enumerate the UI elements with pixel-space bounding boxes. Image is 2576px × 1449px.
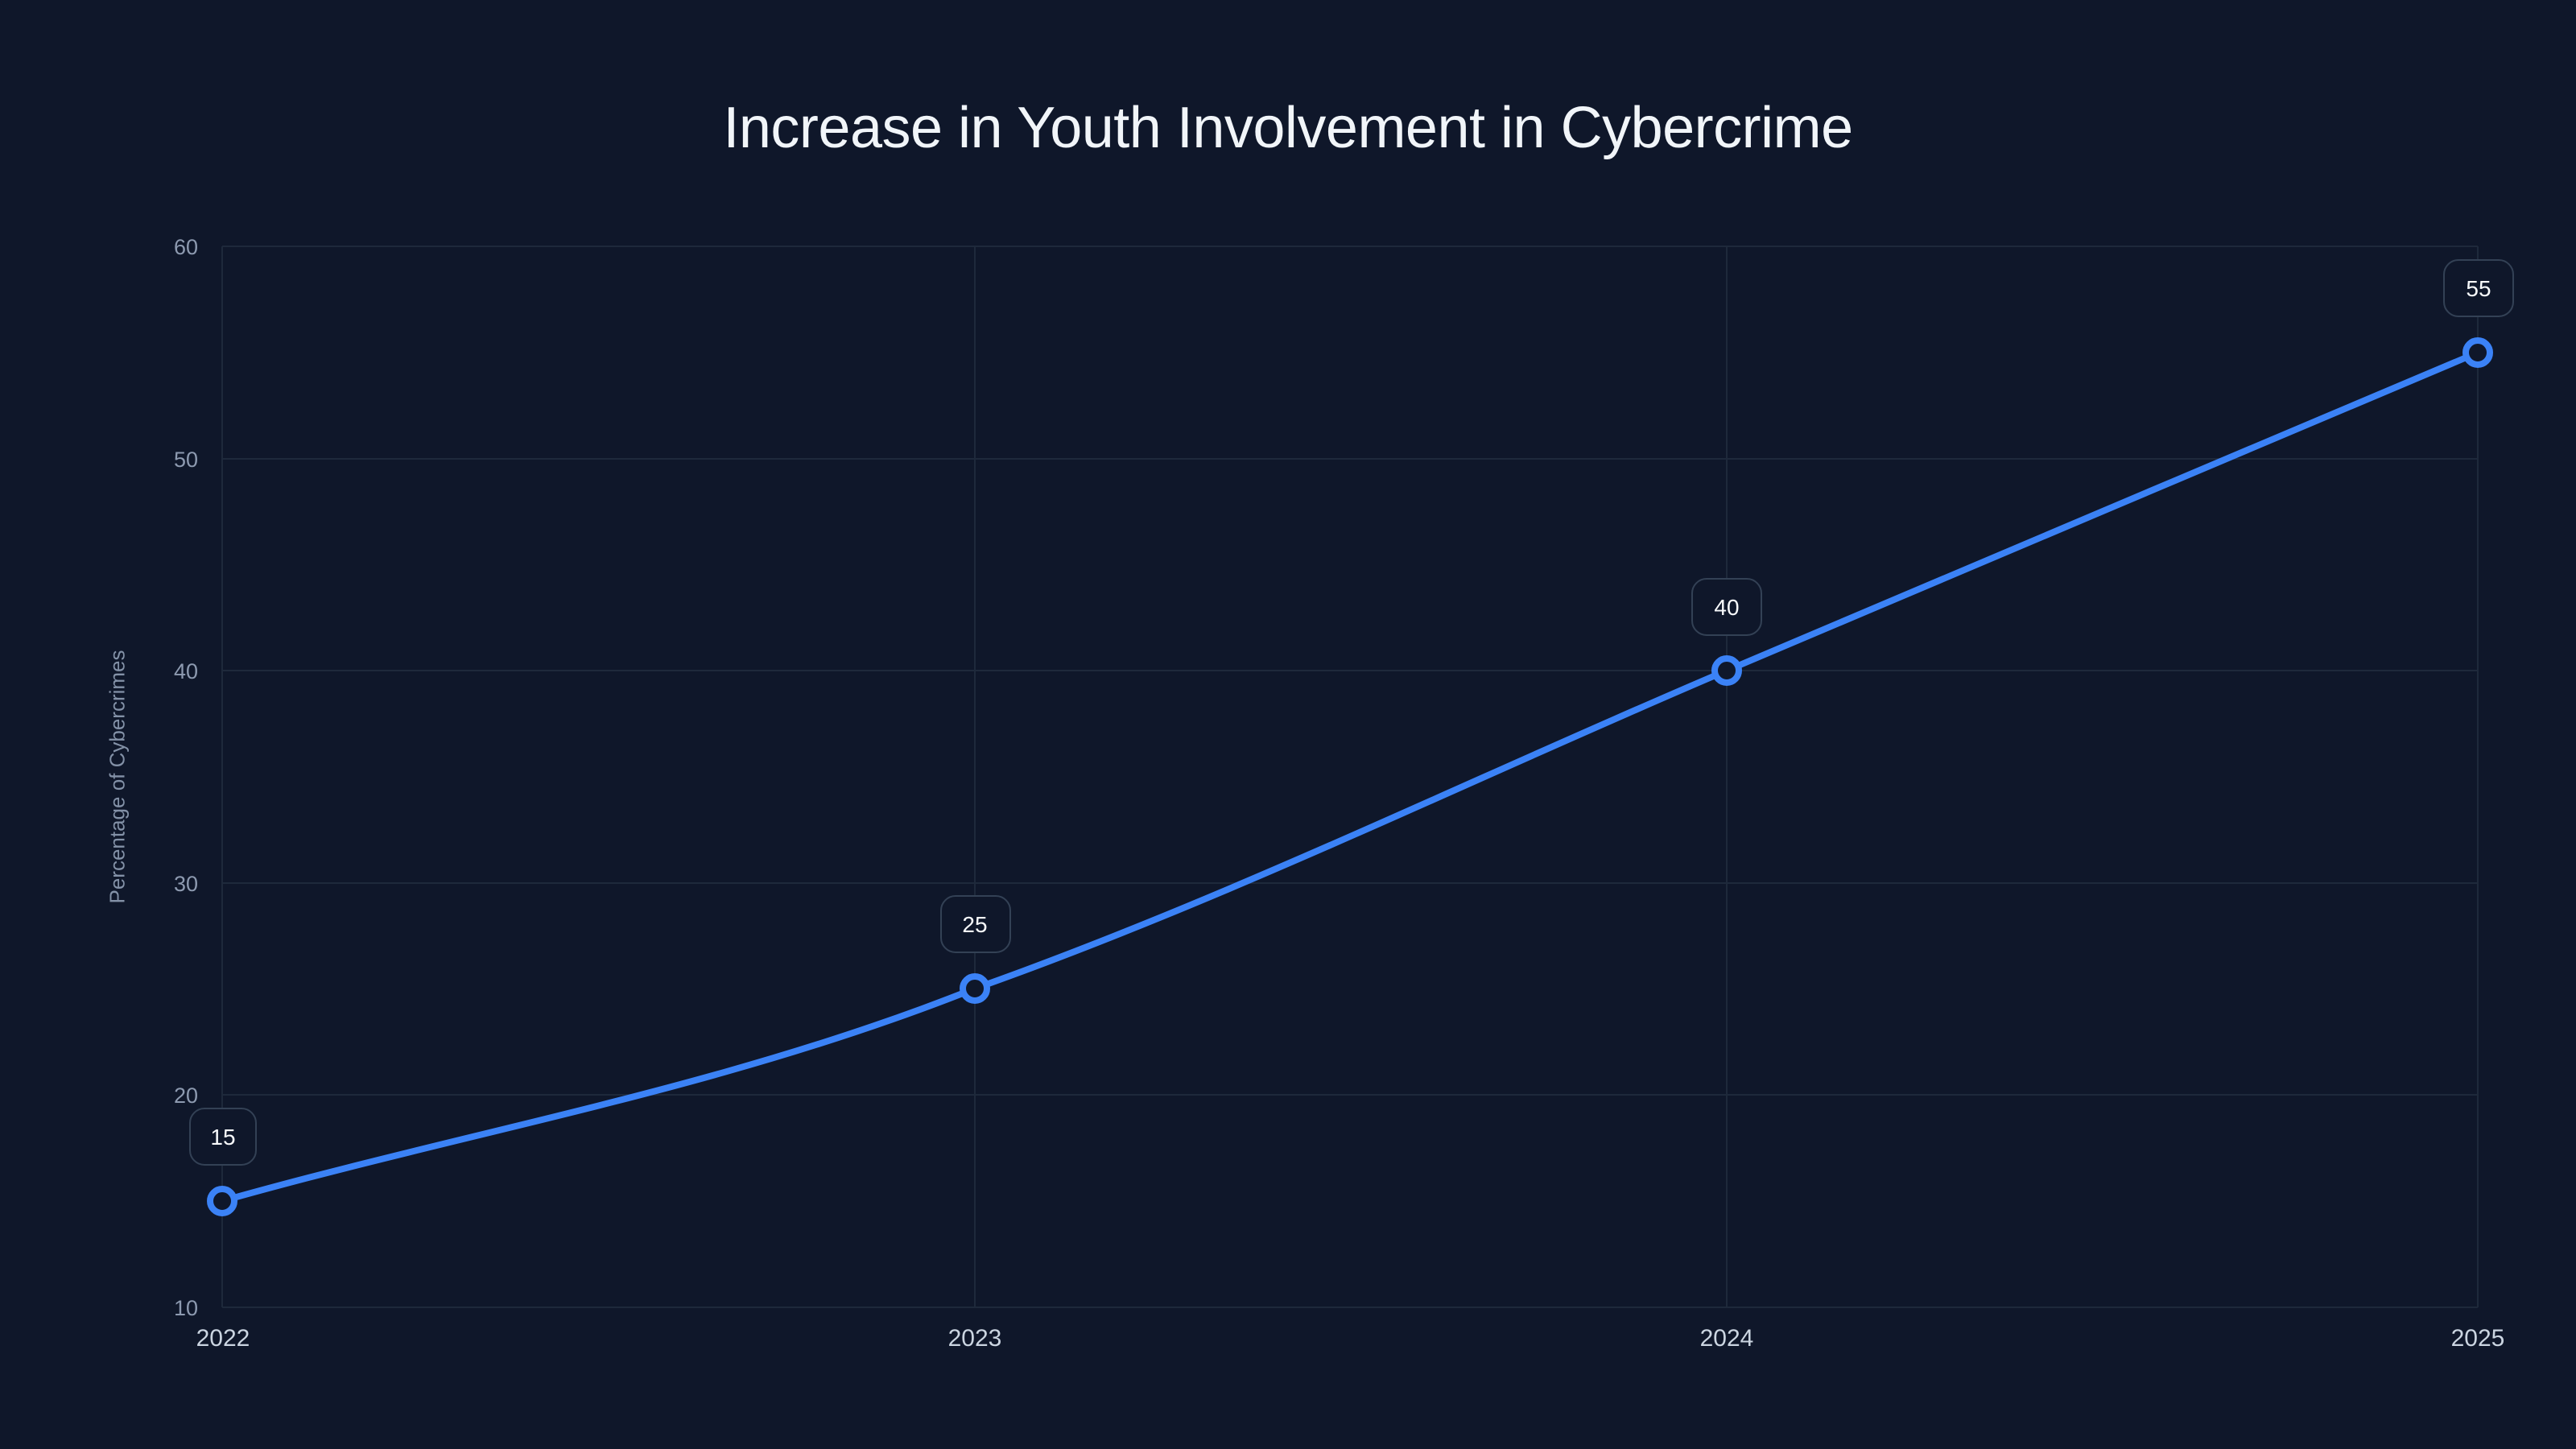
- y-tick-30: 30: [174, 872, 198, 896]
- data-point-2024[interactable]: [1711, 655, 1742, 686]
- data-point-2023[interactable]: [960, 973, 990, 1004]
- data-label-box: [1691, 578, 1762, 636]
- data-label-value: 15: [210, 1125, 235, 1150]
- data-label-2022: 15: [189, 1108, 257, 1166]
- data-points: [207, 337, 2493, 1216]
- data-label-2025: 55: [2443, 259, 2514, 317]
- horizontal-gridlines: [222, 246, 2478, 1308]
- y-tick-20: 20: [174, 1084, 198, 1108]
- y-tick-50: 50: [174, 448, 198, 472]
- data-point-2022[interactable]: [207, 1186, 237, 1216]
- y-tick-60: 60: [174, 235, 198, 259]
- chart-title: Increase in Youth Involvement in Cybercr…: [723, 96, 1853, 160]
- x-axis-ticks: 2022 2023 2024 2025: [196, 1325, 2505, 1352]
- data-label-2023: 25: [940, 895, 1011, 953]
- data-label-value: 40: [1714, 595, 1739, 620]
- vertical-gridlines: [221, 246, 2479, 1307]
- data-label-box: [940, 895, 1011, 953]
- y-tick-40: 40: [174, 659, 198, 683]
- data-label-value: 55: [2466, 276, 2491, 301]
- x-tick-2023: 2023: [948, 1325, 1002, 1352]
- data-label-value: 25: [962, 912, 987, 937]
- x-tick-2022: 2022: [196, 1325, 250, 1352]
- data-point-2025[interactable]: [2462, 337, 2493, 368]
- data-label-box: [189, 1108, 257, 1166]
- x-tick-2025: 2025: [2451, 1325, 2505, 1352]
- y-tick-10: 10: [174, 1296, 198, 1320]
- data-labels: 15 25 40 55: [189, 259, 2514, 1166]
- data-label-box: [2443, 259, 2514, 317]
- x-tick-2024: 2024: [1700, 1325, 1754, 1352]
- y-axis-ticks: 60 50 40 30 20 10: [174, 235, 198, 1320]
- data-label-2024: 40: [1691, 578, 1762, 636]
- series-line: [219, 349, 2481, 1204]
